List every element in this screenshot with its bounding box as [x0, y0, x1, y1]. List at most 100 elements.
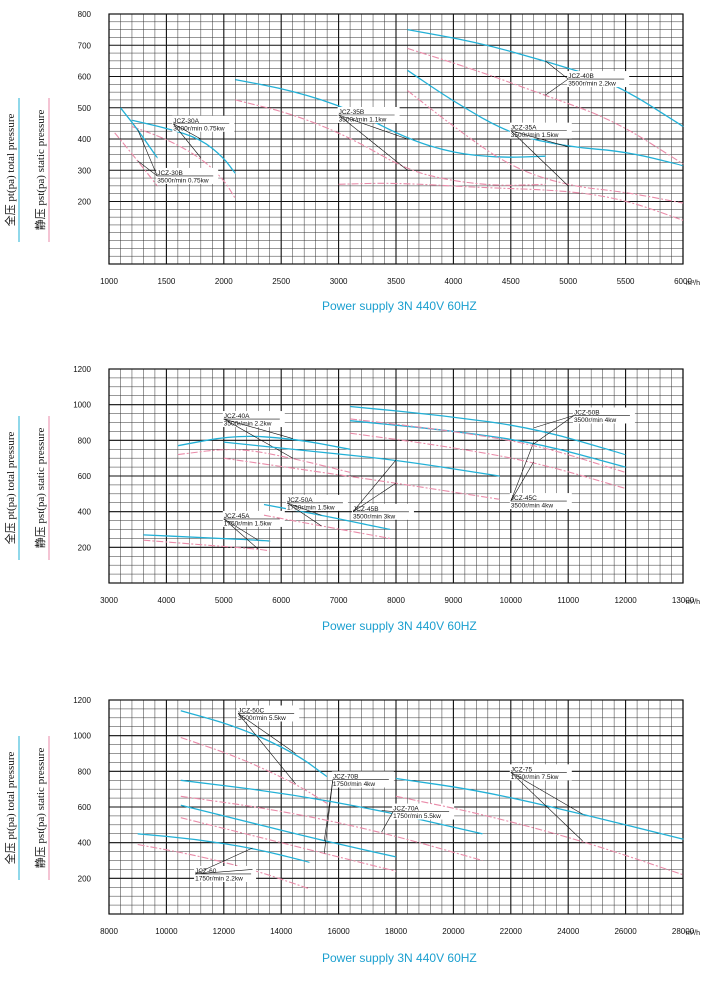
series-name: JCZ-40A — [224, 413, 250, 420]
y-tick-label: 200 — [78, 543, 92, 552]
series-name: JCZ-40B — [568, 73, 594, 80]
x-tick-label: 7000 — [330, 596, 348, 605]
leader-line-static — [338, 114, 408, 171]
x-tick-label: 4500 — [502, 277, 520, 286]
leader-line-static — [137, 160, 158, 177]
leader-line-static — [286, 502, 322, 527]
series-note: 1750r/min 1.5kw — [287, 504, 335, 511]
leader-line-static — [545, 78, 569, 96]
leader-line-total — [381, 810, 394, 812]
plot-frame — [108, 368, 684, 584]
x-unit-label: m³/h — [686, 599, 700, 606]
series-name: JCZ-30B — [157, 170, 183, 177]
series-note: 3500r/min 1.5kw — [511, 132, 559, 139]
series-note: 3500r/min 4kw — [574, 417, 617, 424]
total-pressure-curve — [143, 534, 271, 542]
static-pressure-curve — [180, 736, 328, 804]
static-pressure-curve — [235, 99, 546, 186]
leader-line-static — [533, 415, 575, 445]
x-tick-label: 8000 — [387, 596, 405, 605]
leader-line-static — [223, 518, 259, 550]
series-note: 3500r/min 2.2kw — [568, 81, 616, 88]
series-note: 3500r/min 3kw — [353, 513, 396, 520]
leader-line-static — [237, 713, 296, 785]
x-tick-label: 8000 — [100, 927, 118, 936]
y-axis-labels: 全压 pt(pa) total pressure 静压 pst(pa) stati… — [3, 736, 50, 880]
series-name: JCZ-30A — [173, 118, 199, 125]
power-supply-caption: Power supply 3N 440V 60HZ — [322, 619, 477, 633]
static-pressure-curve — [350, 432, 626, 490]
series-name: JCZ-45B — [353, 506, 379, 513]
grid — [108, 699, 684, 915]
y-tick-label: 600 — [78, 73, 92, 82]
x-tick-label: 9000 — [445, 596, 463, 605]
x-tick-label: 12000 — [213, 927, 236, 936]
chart-3: 8000 10000 12000 14000 16000 18000 20000 22000 2… — [3, 696, 700, 965]
y-tick-label: 800 — [78, 767, 92, 776]
y-axis-labels: 全压 pt(pa) total pressure 静压 pst(pa) stati… — [3, 416, 50, 560]
leader-line-total — [173, 123, 201, 140]
x-tick-label: 14000 — [270, 927, 293, 936]
leader-line-total — [545, 60, 569, 80]
x-tick-label: 5000 — [215, 596, 233, 605]
series-note: 3500r/min 4kw — [511, 503, 554, 510]
x-tick-label: 3500 — [387, 277, 405, 286]
y-tick-label: 600 — [78, 803, 92, 812]
x-tick-label: 10000 — [500, 596, 523, 605]
static-pressure-curve — [177, 449, 351, 473]
leader-line-total — [223, 518, 259, 541]
y-tick-label: 1000 — [73, 732, 91, 741]
series-name: JCZ-70B — [333, 773, 359, 780]
total-pressure-curve — [180, 710, 328, 778]
series-name: JCZ-50C — [238, 707, 264, 714]
grid — [108, 368, 684, 584]
leader-line-total — [510, 130, 569, 148]
series-note: 1750r/min 1.5kw — [224, 520, 272, 527]
leader-line-static — [173, 123, 202, 158]
static-pressure-curve — [137, 843, 311, 890]
series-note: 1750r/min 2.2kw — [195, 875, 243, 882]
x-tick-label: 6000 — [272, 596, 290, 605]
leader-line-total — [533, 415, 575, 429]
leader-line-static — [195, 869, 253, 875]
series-unlabeled — [338, 182, 684, 221]
power-supply-caption: Power supply 3N 440V 60HZ — [322, 951, 477, 965]
x-tick-label: 3000 — [330, 277, 348, 286]
x-tick-label: 13000 — [672, 596, 695, 605]
x-tick-label: 5000 — [559, 277, 577, 286]
x-tick-label: 28000 — [672, 927, 695, 936]
leader-line-total — [223, 418, 293, 439]
static-pressure-curve — [114, 132, 158, 187]
series-note: 1750r/min 4kw — [333, 781, 376, 788]
static-pressure-curve — [407, 90, 684, 204]
y-label-static: 静压 pst(pa) static pressure — [33, 110, 47, 231]
x-tick-label: 3000 — [100, 596, 118, 605]
leader-line-static — [510, 461, 535, 502]
y-tick-label: 700 — [78, 41, 92, 50]
leader-line-static — [352, 482, 397, 513]
series-name: JCZ-50A — [287, 497, 313, 504]
total-pressure-curve — [350, 420, 626, 468]
series-name: JCZ-60 — [195, 868, 217, 875]
leader-line-static — [381, 811, 394, 833]
series-name: JCZ-45C — [511, 495, 537, 502]
